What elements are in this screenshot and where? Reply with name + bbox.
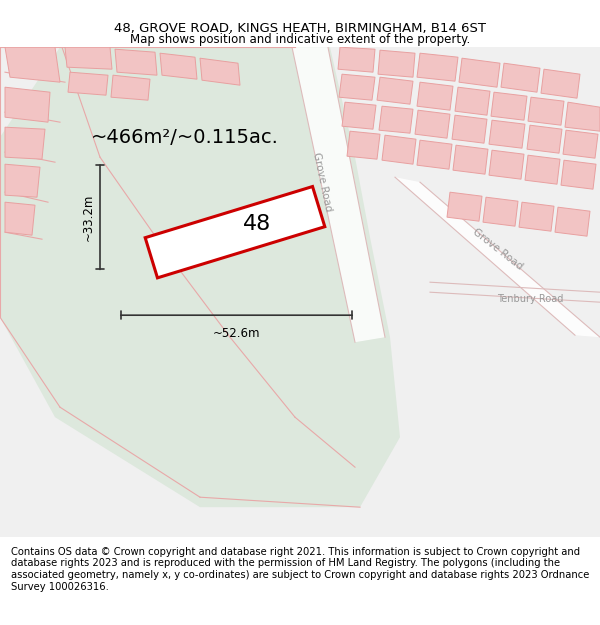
- Polygon shape: [447, 192, 482, 221]
- Polygon shape: [378, 50, 415, 77]
- Polygon shape: [483, 197, 518, 226]
- Polygon shape: [417, 53, 458, 81]
- Polygon shape: [519, 202, 554, 231]
- Polygon shape: [5, 164, 40, 197]
- Text: ~466m²/~0.115ac.: ~466m²/~0.115ac.: [91, 127, 279, 147]
- Polygon shape: [338, 47, 375, 72]
- Polygon shape: [453, 145, 488, 174]
- Text: Grove Road: Grove Road: [471, 227, 525, 272]
- Text: Grove Road: Grove Road: [311, 152, 333, 213]
- Text: 48: 48: [243, 214, 271, 234]
- Text: ~33.2m: ~33.2m: [82, 194, 95, 241]
- Polygon shape: [417, 82, 453, 110]
- Polygon shape: [0, 47, 400, 507]
- Polygon shape: [111, 75, 150, 100]
- Polygon shape: [528, 97, 564, 125]
- Polygon shape: [342, 102, 376, 129]
- Polygon shape: [561, 160, 596, 189]
- Text: 48, GROVE ROAD, KINGS HEATH, BIRMINGHAM, B14 6ST: 48, GROVE ROAD, KINGS HEATH, BIRMINGHAM,…: [114, 22, 486, 34]
- Polygon shape: [65, 47, 112, 69]
- Polygon shape: [5, 202, 35, 235]
- Text: Tenbury Road: Tenbury Road: [497, 294, 563, 304]
- Polygon shape: [452, 115, 487, 143]
- Polygon shape: [489, 150, 524, 179]
- Text: ~52.6m: ~52.6m: [213, 327, 260, 340]
- Polygon shape: [417, 140, 452, 169]
- Polygon shape: [377, 77, 413, 104]
- Polygon shape: [5, 87, 50, 122]
- Polygon shape: [145, 186, 325, 278]
- Polygon shape: [455, 87, 490, 115]
- Polygon shape: [115, 49, 157, 75]
- Polygon shape: [68, 72, 108, 95]
- Text: Map shows position and indicative extent of the property.: Map shows position and indicative extent…: [130, 33, 470, 46]
- Polygon shape: [339, 74, 375, 100]
- Polygon shape: [525, 155, 560, 184]
- Polygon shape: [541, 69, 580, 98]
- Polygon shape: [415, 110, 450, 138]
- Polygon shape: [379, 106, 413, 133]
- Polygon shape: [491, 92, 527, 120]
- Polygon shape: [292, 47, 385, 342]
- Polygon shape: [395, 177, 600, 337]
- Polygon shape: [565, 102, 600, 131]
- Polygon shape: [527, 125, 562, 153]
- Polygon shape: [200, 58, 240, 85]
- Text: Contains OS data © Crown copyright and database right 2021. This information is : Contains OS data © Crown copyright and d…: [11, 547, 589, 592]
- Polygon shape: [382, 135, 416, 164]
- Polygon shape: [5, 127, 45, 159]
- Polygon shape: [555, 207, 590, 236]
- Polygon shape: [347, 131, 380, 159]
- Polygon shape: [5, 47, 60, 82]
- Polygon shape: [501, 63, 540, 92]
- Polygon shape: [563, 130, 598, 158]
- Polygon shape: [489, 120, 525, 148]
- Polygon shape: [160, 53, 197, 79]
- Polygon shape: [459, 58, 500, 87]
